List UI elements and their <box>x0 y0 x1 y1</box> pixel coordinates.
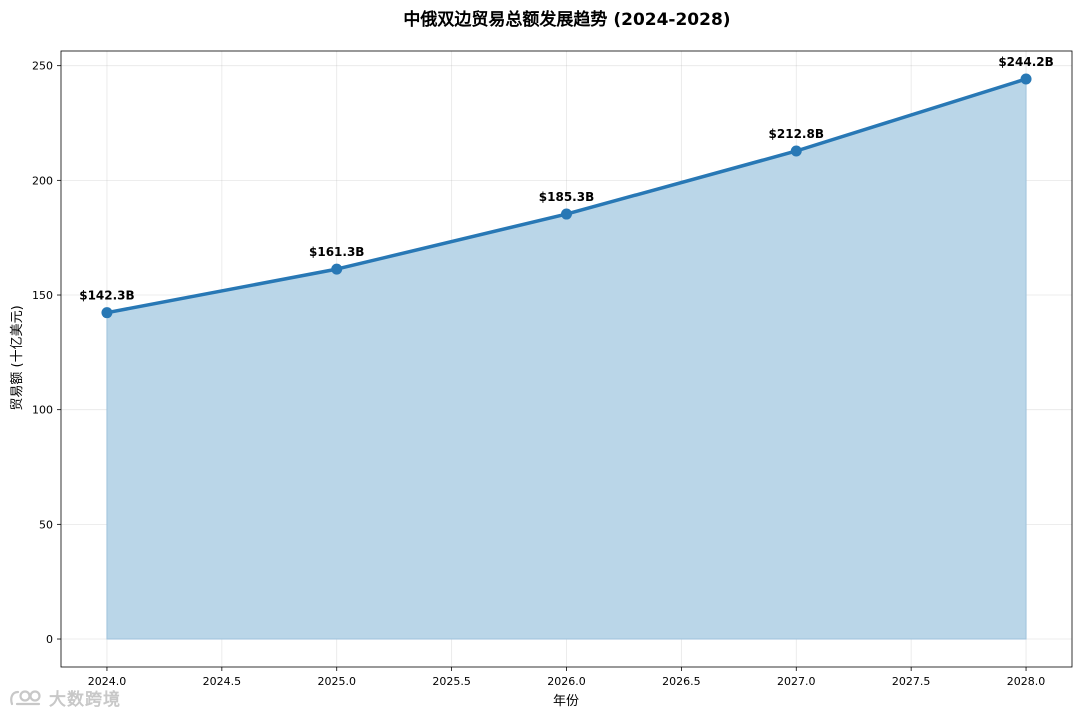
x-tick-label: 2024.5 <box>203 675 242 688</box>
y-tick-label: 250 <box>32 60 53 73</box>
data-label: $244.2B <box>998 55 1053 69</box>
y-tick-label: 50 <box>39 518 53 531</box>
axis-layer: 2024.0 2024.5 2025.0 2025.5 2026.0 2026.5 2027… <box>32 50 1073 688</box>
x-tick-label: 2026.0 <box>547 675 586 688</box>
x-tick-label: 2026.5 <box>662 675 701 688</box>
data-point <box>101 307 113 319</box>
label-layer: $142.3B $161.3B $185.3B $212.8B $244.2B <box>79 55 1054 303</box>
chart-title: 中俄双边贸易总额发展趋势 (2024-2028) <box>403 9 730 30</box>
x-tick-label: 2025.0 <box>317 675 356 688</box>
data-point <box>331 263 343 275</box>
y-axis-label: 贸易额 (十亿美元) <box>10 305 25 410</box>
y-tick-label: 150 <box>32 289 53 302</box>
x-axis-label: 年份 <box>553 694 579 709</box>
x-tick-label: 2024.0 <box>88 675 127 688</box>
data-point <box>790 145 802 157</box>
data-label: $212.8B <box>769 127 824 141</box>
x-tick-label: 2028.0 <box>1007 675 1046 688</box>
x-tick-label: 2027.5 <box>892 675 931 688</box>
y-tick-label: 200 <box>32 174 53 187</box>
data-point <box>1020 73 1032 85</box>
data-label: $142.3B <box>79 289 134 303</box>
data-label: $185.3B <box>539 190 594 204</box>
point-layer <box>101 73 1032 319</box>
x-tick-label: 2025.5 <box>432 675 471 688</box>
data-point <box>561 208 572 220</box>
y-tick-label: 0 <box>46 633 53 646</box>
y-tick-label: 100 <box>32 404 53 417</box>
data-label: $161.3B <box>309 245 364 259</box>
x-tick-label: 2027.0 <box>777 675 816 688</box>
